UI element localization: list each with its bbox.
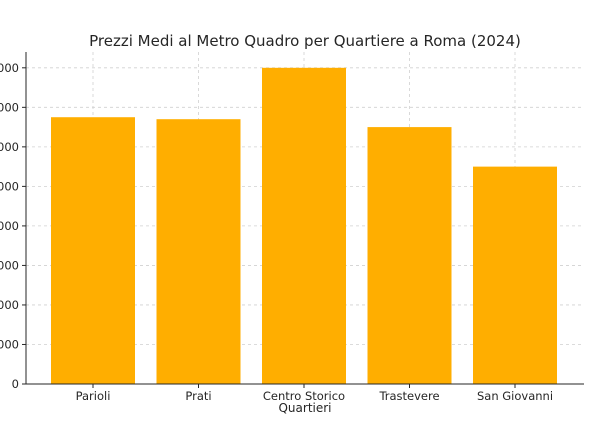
x-tick-label: San Giovanni xyxy=(477,389,553,403)
x-tick-label: Parioli xyxy=(76,389,111,403)
chart-title: Prezzi Medi al Metro Quadro per Quartier… xyxy=(89,32,521,50)
x-axis-label: Quartieri xyxy=(278,401,331,415)
y-tick-label: 4000 xyxy=(0,219,19,233)
bar-san-giovanni xyxy=(473,166,557,384)
x-axis-ticks: Parioli Prati Centro Storico Trastevere San … xyxy=(76,384,553,403)
x-tick-label: Trastevere xyxy=(378,389,439,403)
bar-parioli xyxy=(51,117,135,384)
x-tick-label: Prati xyxy=(185,389,211,403)
y-tick-label: 6000 xyxy=(0,140,19,154)
y-tick-label: 0 xyxy=(12,377,19,391)
y-tick-label: 8000 xyxy=(0,61,19,75)
bar-centro-storico xyxy=(262,67,346,385)
y-tick-label: 1000 xyxy=(0,337,19,351)
y-tick-label: 2000 xyxy=(0,298,19,312)
x-tick-label: Centro Storico xyxy=(263,389,345,403)
y-axis-ticks: 0 1000 2000 3000 4000 5000 6000 7000 8000 xyxy=(0,61,26,391)
bar-trastevere xyxy=(367,127,452,384)
bar-prati xyxy=(156,119,241,384)
y-tick-label: 7000 xyxy=(0,100,19,114)
bars-layer xyxy=(51,67,557,385)
y-tick-label: 5000 xyxy=(0,179,19,193)
y-tick-label: 3000 xyxy=(0,258,19,272)
